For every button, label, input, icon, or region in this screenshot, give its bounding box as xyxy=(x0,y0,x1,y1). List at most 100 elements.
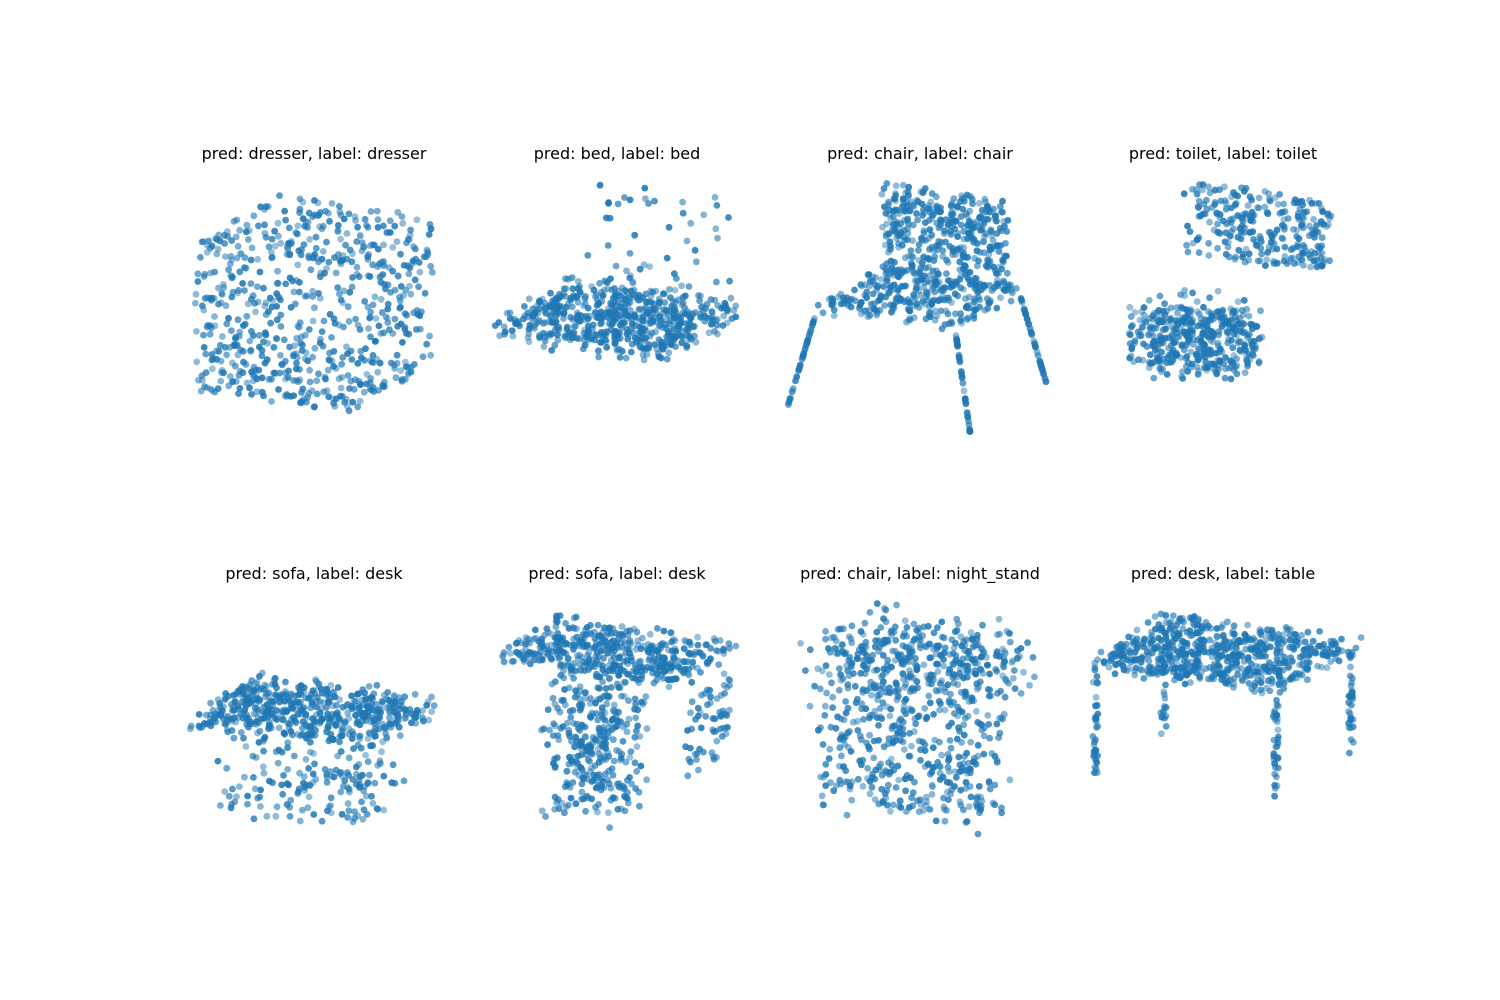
scatter-point xyxy=(932,281,940,289)
scatter-point xyxy=(1218,322,1226,330)
scatter-point xyxy=(352,315,359,323)
scatter-point xyxy=(941,227,948,235)
scatter-point xyxy=(306,236,313,243)
scatter-point xyxy=(366,385,374,393)
scatter-point xyxy=(596,673,604,681)
scatter-point xyxy=(243,711,251,719)
scatter-point xyxy=(566,336,574,344)
scatter-point xyxy=(414,709,422,717)
scatter-point xyxy=(620,319,628,327)
scatter-point xyxy=(961,753,968,760)
scatter-point xyxy=(427,351,435,359)
scatter-point xyxy=(926,309,933,316)
scatter-point xyxy=(520,655,528,662)
scatter-point xyxy=(871,796,879,803)
scatter-point xyxy=(368,693,375,701)
scatter-point xyxy=(344,350,351,357)
scatter-point xyxy=(1004,217,1012,224)
scatter-point xyxy=(647,299,655,306)
scatter-point xyxy=(618,692,625,700)
scatter-point xyxy=(311,718,319,725)
scatter-point xyxy=(986,686,994,694)
scatter-point xyxy=(854,695,861,703)
scatter-point xyxy=(243,312,251,320)
scatter-point xyxy=(584,756,592,764)
scatter-point xyxy=(515,650,523,657)
scatter-point xyxy=(947,203,955,210)
scatter-point xyxy=(293,359,300,367)
scatter-point xyxy=(218,290,226,297)
scatter-point xyxy=(1216,211,1224,218)
scatter-point xyxy=(324,366,332,374)
scatter-point xyxy=(882,767,890,774)
scatter-point xyxy=(192,290,200,298)
scatter-point xyxy=(1193,298,1201,305)
scatter-point xyxy=(393,351,401,359)
scatter-point xyxy=(687,641,694,649)
scatter-point xyxy=(1264,248,1272,256)
scatter-point xyxy=(978,797,986,805)
scatter-point xyxy=(838,752,845,760)
scatter-point xyxy=(1189,330,1196,338)
scatter-point xyxy=(927,654,935,661)
scatter-point xyxy=(607,275,614,283)
scatter-point xyxy=(626,274,634,282)
scatter-point xyxy=(348,356,356,363)
scatter-point xyxy=(562,620,569,627)
scatter-point xyxy=(908,742,915,750)
scatter-point xyxy=(240,358,247,366)
scatter-point xyxy=(644,663,652,671)
scatter-point xyxy=(723,684,731,691)
scatter-point xyxy=(282,678,289,686)
scatter-point xyxy=(244,792,251,800)
scatter-point xyxy=(265,722,273,729)
scatter-point xyxy=(610,736,617,744)
scatter-point xyxy=(495,319,503,326)
scatter-point xyxy=(905,673,912,680)
scatter-point xyxy=(1242,345,1249,353)
scatter-point xyxy=(653,671,661,678)
scatter-point xyxy=(552,623,560,631)
scatter-point xyxy=(1225,238,1232,246)
scatter-point xyxy=(633,768,641,775)
scatter-point xyxy=(593,710,600,717)
scatter-point xyxy=(232,690,240,698)
scatter-point xyxy=(1263,209,1271,216)
scatter-point xyxy=(603,343,611,351)
scatter-point xyxy=(346,246,354,254)
scatter-point xyxy=(684,727,691,734)
scatter-point xyxy=(707,644,714,652)
scatter-point xyxy=(281,392,289,400)
scatter-point xyxy=(933,687,941,695)
scatter-point xyxy=(333,701,340,709)
scatter-point xyxy=(225,314,232,322)
scatter-point xyxy=(219,333,226,340)
scatter-point xyxy=(681,637,688,644)
scatter-point xyxy=(654,350,662,357)
scatter-point xyxy=(1318,234,1326,241)
scatter-point xyxy=(234,705,242,713)
scatter-point xyxy=(374,263,381,271)
scatter-point xyxy=(354,403,362,411)
scatter-point xyxy=(887,245,894,253)
scatter-point xyxy=(1244,334,1251,342)
scatter-point xyxy=(882,606,890,614)
scatter-point xyxy=(592,639,600,647)
scatter-point xyxy=(661,299,669,306)
scatter-point xyxy=(1001,693,1009,701)
scatter-point xyxy=(374,706,382,714)
scatter-point xyxy=(1244,362,1251,370)
scatter-point xyxy=(660,627,668,635)
scatter-point xyxy=(694,664,701,672)
scatter-point xyxy=(863,288,871,296)
scatter-point xyxy=(425,231,433,238)
scatter-point xyxy=(830,787,838,795)
scatter-point xyxy=(931,253,939,260)
scatter-point xyxy=(721,299,729,307)
scatter-point xyxy=(228,274,236,282)
scatter-point xyxy=(413,216,421,224)
scatter-point xyxy=(1127,313,1135,320)
scatter-point xyxy=(556,708,564,716)
scatter-point xyxy=(1161,334,1169,342)
scatter-point xyxy=(261,221,268,229)
